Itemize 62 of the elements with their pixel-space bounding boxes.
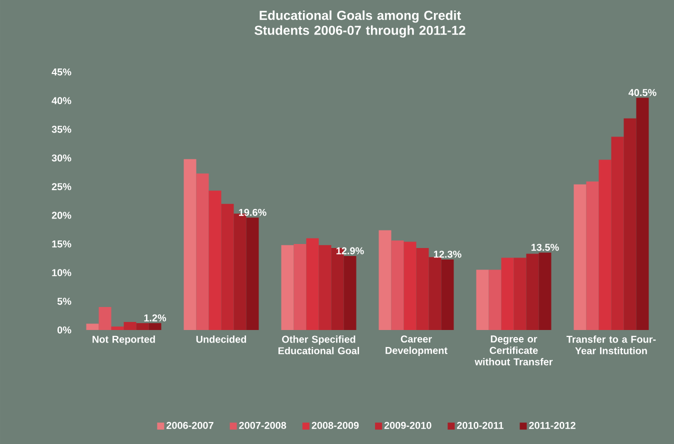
x-tick-label: Other Specified Educational Goal [278,336,360,354]
y-tick-label: 35% [52,126,72,133]
x-tick-label: Transfer to a Four-Year Institution [566,336,656,354]
x-tick-label: Degree or Certificate without Transfer [474,336,553,366]
bar [574,184,586,330]
bar [196,173,209,330]
bar [318,245,332,330]
legend-label: 2007-2008 [239,422,286,429]
bar [611,136,624,330]
legend-label: 2011-2012 [529,422,576,429]
bar [221,204,234,330]
bar [514,258,526,330]
bar [124,322,136,330]
bar [476,270,489,330]
bar [636,98,649,330]
legend-label: 2008-2009 [312,422,359,429]
data-label: 1.2% [144,314,166,322]
bar [391,240,404,330]
y-tick-label: 15% [52,240,72,248]
legend-label: 2010-2011 [457,422,504,429]
bar [378,230,392,330]
x-tick-label: Not Reported [92,336,155,345]
chart-title: Educational Goals among Credit Students 2006-07 through 2011-12 [254,10,466,38]
bar [598,160,612,330]
y-tick-label: 45% [52,68,72,76]
x-tick-label: Career Development [386,336,448,356]
bar [586,182,599,330]
legend-label: 2009-2010 [384,422,432,429]
bar [416,248,429,330]
bar [538,252,552,330]
bar [246,218,259,330]
y-tick-label: 40% [52,97,72,104]
data-label: 40.5% [628,89,656,96]
bar [281,245,294,330]
bar [488,270,502,330]
y-tick-label: 25% [52,183,72,190]
bar [501,258,514,330]
y-tick-label: 5% [57,298,72,305]
x-tick-label: Undecided [196,336,246,343]
legend-label: 2006-2007 [166,422,214,429]
bar [148,323,162,330]
y-tick-label: 20% [52,212,72,219]
bar [428,257,442,330]
bar [111,326,124,330]
bar [306,238,319,330]
bar [624,118,636,330]
bar [404,242,416,330]
bar [208,190,222,330]
bar [526,254,539,330]
data-label: 13.5% [532,244,559,251]
data-label: 19.6% [239,208,266,216]
y-tick-label: 0% [57,326,72,334]
bar [441,259,454,330]
bar [98,307,112,330]
bar [294,244,306,330]
data-label: 12.3% [434,250,462,258]
y-tick-label: 30% [52,154,72,162]
bar [344,256,356,330]
bar [86,324,99,330]
y-tick-label: 10% [52,269,72,276]
bar [136,323,149,330]
bar [184,159,196,330]
